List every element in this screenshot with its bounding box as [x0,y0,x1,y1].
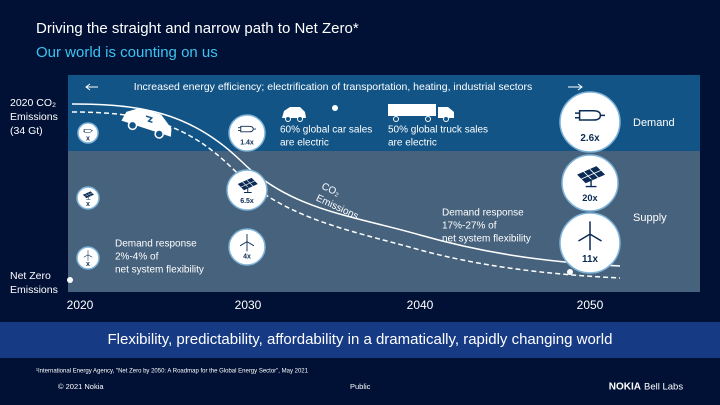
efficiency-arrow [85,83,583,91]
start-label: 2020 CO₂ [10,97,56,109]
indicator-circle [561,154,619,212]
turbine [239,234,255,252]
callout-text: are electric [280,138,329,149]
wind-icon [239,234,255,252]
tagline: Flexibility, predictability, affordabili… [108,331,613,348]
row-label: Supply [633,212,667,224]
indicator-label: 1.4x [240,140,254,147]
start-label: Emissions [10,111,58,123]
small-car-icon [282,107,306,122]
panel-grid [240,179,255,189]
indicator-label: 6.5x [240,198,254,205]
indicator-label: x [86,201,90,208]
bulb-shape [82,129,94,133]
callout-text: 2%-4% of [115,252,159,263]
indicator-label: 4x [243,254,251,261]
indicator-label: 11x [582,254,598,265]
title: Driving the straight and narrow path to … [36,20,359,37]
indicator-circle [226,169,268,211]
end-label: Net Zero [10,270,51,282]
tagline-bar [0,322,720,358]
indicator-label: x [86,135,90,142]
year-label: 2020 [67,298,94,312]
turbine [578,221,602,251]
indicator-circle [559,91,621,153]
end-dot [67,277,73,283]
callout-text: 60% global car sales [280,125,372,136]
callout-dot [567,269,573,275]
wind-icon [578,221,602,251]
row-label: Demand [633,117,675,129]
end-label: Emissions [10,284,58,296]
classification: Public [350,382,371,391]
indicator-circle [228,114,266,152]
truck-icon [388,104,454,122]
solar-icon [237,177,258,194]
start-label: (34 Gt) [10,125,43,137]
bulb-shape [237,125,257,133]
callout-dot [332,105,338,111]
bulb-icon [237,125,257,133]
callout-text: net system flexibility [442,234,531,245]
callout-text: 50% global truck sales [388,125,488,136]
panel-stand [585,178,597,188]
panel-grid [581,168,601,181]
year-label: 2030 [235,298,262,312]
bulb-icon [575,110,605,121]
callout-text: are electric [388,138,437,149]
callout-text: net system flexibility [115,265,204,276]
subtitle: Our world is counting on us [36,44,218,61]
panel-stand [243,187,252,194]
solar-icon [82,191,94,200]
copyright: © 2021 Nokia [58,382,104,391]
indicator-circle [77,122,99,144]
wind-icon [83,250,93,261]
footnote: ¹International Energy Agency, "Net Zero … [36,369,309,375]
year-label: 2050 [577,298,604,312]
callout-text: Demand response [115,239,197,250]
year-label: 2040 [407,298,434,312]
panel-grid [84,192,93,197]
emissions-curve [71,103,621,267]
car-icon [121,107,172,139]
indicator-label: x [86,261,90,268]
indicator-label: 20x [582,193,598,203]
bulb-icon [82,129,94,133]
turbine [83,250,93,261]
bulb-shape [575,110,605,121]
panel-stand [86,196,91,200]
indicator-label: 2.6x [580,133,600,144]
callout-text: Demand response [442,208,524,219]
logo: NOKIA [609,382,641,393]
efficiency-text: Increased energy efficiency; electrifica… [134,81,532,93]
logo-suffix: Bell Labs [644,382,683,393]
indicator-circles: x x x 1.4x 6.5x 4x 2.6x 20x 11x [76,91,621,274]
solar-icon [577,166,606,188]
indicator-circle [76,186,100,210]
callout-text: 17%-27% of [442,221,497,232]
